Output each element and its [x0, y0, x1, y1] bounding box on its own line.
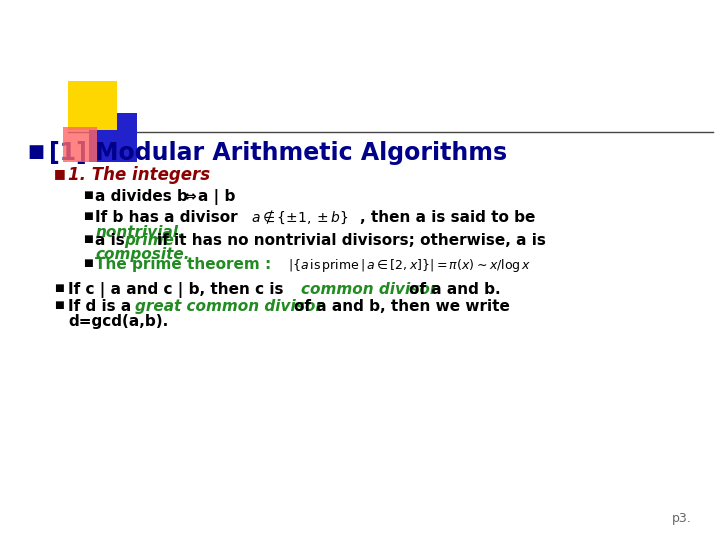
Text: $a \notin \{\pm 1, \pm b\}$: $a \notin \{\pm 1, \pm b\}$: [251, 209, 348, 226]
Text: a divides b: a divides b: [95, 189, 188, 204]
Text: common divisor: common divisor: [301, 282, 437, 297]
Text: If d is a: If d is a: [68, 299, 132, 314]
Text: a is: a is: [95, 233, 125, 248]
Text: ■: ■: [83, 234, 93, 245]
Text: ■: ■: [54, 167, 66, 180]
Text: ■: ■: [83, 211, 93, 221]
Text: If b has a divisor: If b has a divisor: [95, 210, 238, 225]
Text: prime: prime: [124, 233, 174, 248]
Text: p3.: p3.: [672, 512, 691, 525]
Text: if it has no nontrivial divisors; otherwise, a is: if it has no nontrivial divisors; otherw…: [157, 233, 546, 248]
Text: The prime theorem :: The prime theorem :: [95, 257, 271, 272]
Text: [1] Modular Arithmetic Algorithms: [1] Modular Arithmetic Algorithms: [49, 141, 507, 165]
Text: ⇔: ⇔: [184, 189, 197, 204]
Text: , then a is said to be: , then a is said to be: [360, 210, 536, 225]
Text: $|\{a\,\mathrm{is\,prime}\,|\,a \in [2,x]\}| = \pi(x) \sim x / \log x$: $|\{a\,\mathrm{is\,prime}\,|\,a \in [2,x…: [288, 257, 531, 274]
Text: great common divisor: great common divisor: [135, 299, 323, 314]
Text: ■: ■: [83, 190, 93, 200]
Text: composite.: composite.: [95, 247, 189, 262]
Text: ■: ■: [83, 258, 93, 268]
Text: If c | a and c | b, then c is: If c | a and c | b, then c is: [68, 282, 284, 298]
Text: nontrivial.: nontrivial.: [95, 225, 184, 240]
Text: of a and b, then we write: of a and b, then we write: [294, 299, 510, 314]
Text: 1. The integers: 1. The integers: [68, 166, 210, 184]
Text: ■: ■: [27, 143, 45, 161]
Text: a | b: a | b: [198, 189, 235, 205]
Text: d=gcd(a,b).: d=gcd(a,b).: [68, 314, 168, 329]
Text: of a and b.: of a and b.: [409, 282, 500, 297]
Text: ■: ■: [54, 300, 64, 310]
Text: ■: ■: [54, 283, 64, 293]
